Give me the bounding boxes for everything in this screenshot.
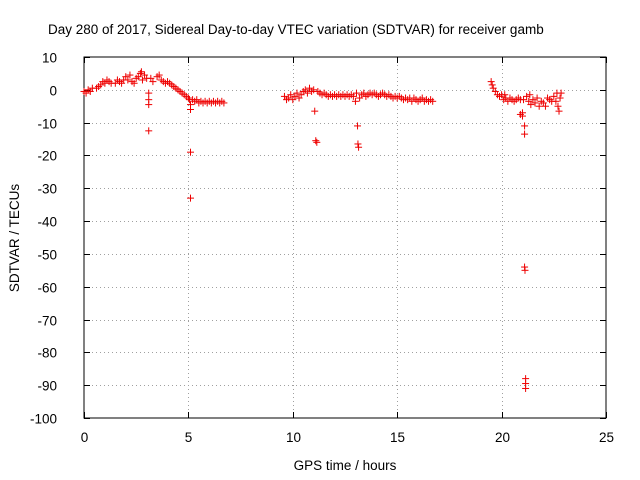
y-tick-labels: 10 0 -10 -20 -30 -40 -50 -60 -70 -80 -90 -100 [30, 51, 57, 427]
x-tick-labels: 0 5 10 15 20 25 [81, 430, 614, 445]
data-point [186, 106, 194, 114]
data-points [80, 68, 565, 392]
data-point [145, 101, 153, 109]
x-tick-label: 25 [599, 430, 614, 445]
data-point [555, 107, 563, 115]
y-tick-label: -90 [37, 379, 57, 394]
data-point [313, 138, 321, 146]
data-point [523, 92, 531, 100]
data-point [124, 76, 132, 84]
data-point [521, 266, 529, 274]
y-tick-label: -50 [37, 248, 57, 263]
data-point [487, 78, 495, 86]
data-point [526, 91, 534, 99]
data-point [557, 89, 565, 97]
axis-ticks [84, 57, 607, 419]
x-tick-label: 10 [286, 430, 301, 445]
x-tick-label: 5 [185, 430, 193, 445]
data-point [531, 99, 539, 107]
data-point [184, 94, 192, 102]
data-point [145, 89, 153, 97]
data-point [354, 122, 362, 130]
data-point [351, 97, 359, 105]
data-point [355, 143, 363, 151]
data-point [550, 92, 558, 100]
data-point [354, 140, 362, 148]
data-point [303, 89, 311, 97]
x-tick-label: 15 [390, 430, 405, 445]
data-point [521, 122, 529, 130]
data-point [520, 96, 528, 104]
data-point [130, 79, 138, 87]
data-point [501, 91, 509, 99]
data-point [311, 107, 319, 115]
y-tick-label: 0 [49, 84, 57, 99]
grid [84, 57, 606, 418]
x-axis-label: GPS time / hours [294, 458, 397, 473]
data-point [220, 99, 228, 107]
data-point [186, 148, 194, 156]
data-point [126, 71, 134, 79]
y-tick-label: -70 [37, 314, 57, 329]
data-point [155, 71, 163, 79]
data-point [349, 92, 357, 100]
y-tick-label: -100 [30, 412, 57, 427]
data-point [186, 194, 194, 202]
data-point [533, 94, 541, 102]
data-point [488, 81, 496, 89]
data-point [312, 137, 320, 145]
y-tick-label: -80 [37, 346, 57, 361]
y-tick-label: -20 [37, 149, 57, 164]
y-tick-label: -60 [37, 281, 57, 296]
x-tick-label: 20 [495, 430, 510, 445]
data-point [136, 69, 144, 77]
y-axis-label: SDTVAR / TECUs [7, 184, 22, 293]
y-tick-label: 10 [42, 51, 57, 66]
data-point [293, 89, 301, 97]
data-point [138, 76, 146, 84]
data-point [518, 109, 526, 117]
data-point [522, 384, 530, 392]
plot-frame [83, 56, 607, 419]
data-point [541, 102, 549, 110]
data-point [521, 130, 529, 138]
data-point [554, 102, 562, 110]
data-point [310, 86, 318, 94]
data-point [149, 78, 157, 86]
data-point [137, 68, 145, 76]
data-point [527, 101, 535, 109]
data-point [287, 91, 295, 99]
data-point [429, 97, 437, 105]
data-point [352, 89, 360, 97]
data-point [145, 127, 153, 135]
data-point [556, 94, 564, 102]
y-tick-label: -40 [37, 215, 57, 230]
x-tick-label: 0 [81, 430, 89, 445]
y-tick-label: -10 [37, 117, 57, 132]
data-point [535, 102, 543, 110]
chart-title: Day 280 of 2017, Sidereal Day-to-day VTE… [48, 22, 544, 37]
data-point [552, 97, 560, 105]
y-tick-label: -30 [37, 182, 57, 197]
